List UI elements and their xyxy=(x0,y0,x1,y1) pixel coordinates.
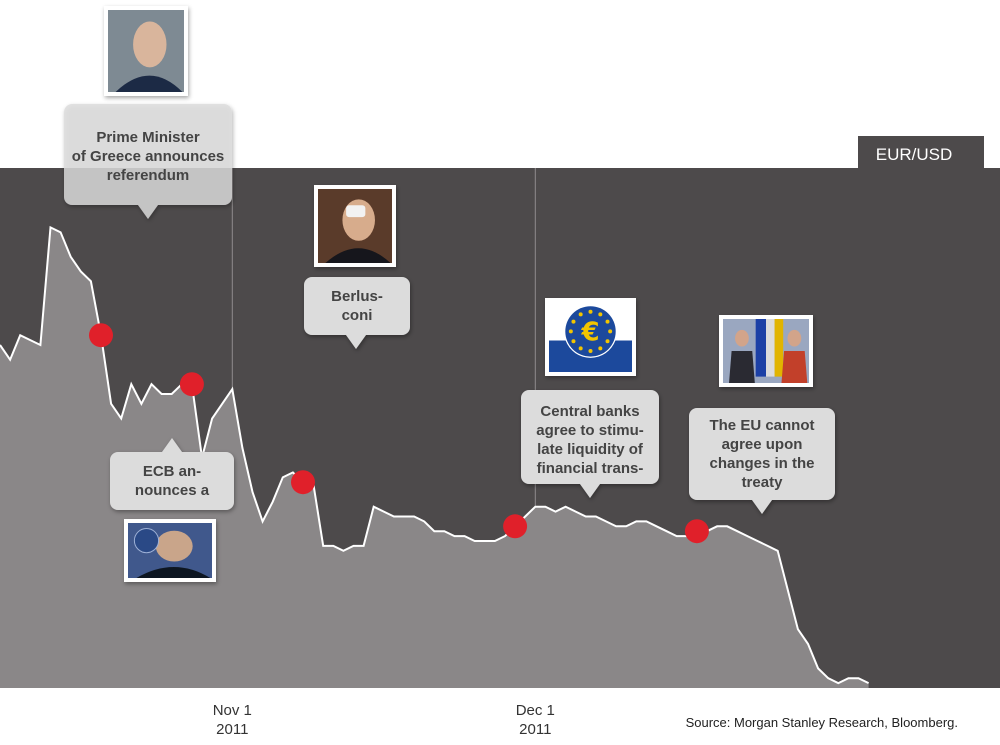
event-markers xyxy=(89,323,709,544)
event-callouts: Prime Minister of Greece announces referen… xyxy=(64,104,835,514)
photo-greek-prime-minister xyxy=(104,6,188,96)
photo-greek-prime-minister-suit xyxy=(115,75,183,92)
x-tick-year-1: 2011 xyxy=(519,721,551,738)
handkerchief xyxy=(346,205,366,218)
callout-text-2-1: coni xyxy=(342,307,373,324)
euro-star-0 xyxy=(608,329,613,334)
event-photos: € xyxy=(104,6,813,582)
callout-4 xyxy=(689,408,835,514)
photo-berlusconi-suit xyxy=(325,248,391,263)
event-marker-3 xyxy=(503,514,528,539)
callout-text-2-0: Berlus- xyxy=(331,288,383,305)
leader-head-0 xyxy=(735,329,749,347)
eu-flag-blue xyxy=(755,319,766,377)
callout-0 xyxy=(64,104,232,219)
callout-text-3-0: Central banks xyxy=(540,403,639,420)
photo-berlusconi xyxy=(314,185,396,267)
callout-text-1-0: ECB an- xyxy=(143,463,201,480)
callout-text-4-2: changes in the xyxy=(709,455,814,472)
callout-box-1 xyxy=(110,452,234,510)
eurusd-line xyxy=(0,225,870,685)
callout-pointer-3 xyxy=(580,484,600,498)
event-marker-2 xyxy=(291,470,315,495)
callout-text-0-1: of Greece announces xyxy=(72,148,225,165)
eu-flag-gold xyxy=(774,319,784,377)
euro-logo-circle xyxy=(565,306,616,357)
callout-3 xyxy=(521,390,659,498)
euro-star-8 xyxy=(578,312,583,317)
leader-body-1 xyxy=(781,351,808,383)
ecb-backdrop-logo xyxy=(133,528,160,554)
callout-box-3 xyxy=(521,390,659,484)
callout-text-4-3: treaty xyxy=(742,474,784,491)
photo-greek-prime-minister-face xyxy=(133,21,167,68)
leader-head-1 xyxy=(787,329,802,347)
callout-box-2 xyxy=(304,277,410,335)
callout-text-0-2: referendum xyxy=(107,167,190,184)
x-tick-label-0: Nov 1 xyxy=(213,702,252,719)
ecb-euro-logo: € xyxy=(545,298,636,376)
euro-star-7 xyxy=(571,319,576,324)
leader-body-0 xyxy=(729,351,755,383)
callout-text-4-0: The EU cannot xyxy=(709,417,814,434)
event-marker-4 xyxy=(684,519,709,544)
x-tick-label-1: Dec 1 xyxy=(516,702,555,719)
euro-star-11 xyxy=(605,319,610,324)
callout-text-3-2: late liquidity of xyxy=(537,441,644,458)
euro-star-1 xyxy=(605,339,610,344)
callout-pointer-0 xyxy=(138,205,158,219)
callout-1 xyxy=(110,438,234,510)
photo-eu-leaders xyxy=(719,315,813,387)
event-marker-1 xyxy=(179,372,204,397)
source-note: Source: Morgan Stanley Research, Bloombe… xyxy=(686,715,958,730)
euro-star-3 xyxy=(588,349,593,354)
callout-2 xyxy=(304,277,410,349)
callout-text-3-1: agree to stimu- xyxy=(536,422,644,439)
euro-star-9 xyxy=(588,309,593,314)
callout-box-0 xyxy=(64,104,232,205)
pair-label: EUR/USD xyxy=(876,145,953,164)
callout-text-1-1: nounces a xyxy=(135,482,210,499)
callout-pointer-2 xyxy=(346,335,366,349)
euro-symbol-icon: € xyxy=(580,317,599,347)
callout-pointer-1 xyxy=(162,438,182,452)
euro-star-2 xyxy=(598,346,603,351)
callout-pointer-4 xyxy=(752,500,772,514)
photo-ecb-president-face xyxy=(155,530,193,562)
callout-text-4-1: agree upon xyxy=(722,436,803,453)
euro-star-5 xyxy=(571,339,576,344)
x-tick-year-0: 2011 xyxy=(216,721,248,738)
pair-label-box: EUR/USD xyxy=(858,136,984,168)
photo-ecb-president xyxy=(124,519,216,582)
euro-star-10 xyxy=(598,312,603,317)
euro-star-4 xyxy=(578,346,583,351)
event-marker-0 xyxy=(89,323,113,348)
callout-box-4 xyxy=(689,408,835,500)
callout-text-3-3: financial trans- xyxy=(537,460,644,477)
euro-star-6 xyxy=(568,329,573,334)
x-axis: Nov 1 2011 Dec 1 2011 xyxy=(213,702,555,738)
photo-ecb-president-suit xyxy=(136,567,211,578)
callout-text-0-0: Prime Minister xyxy=(96,129,200,146)
eu-flag-white xyxy=(766,319,775,377)
eurusd-area xyxy=(0,227,869,688)
euro-logo-base xyxy=(549,340,632,372)
